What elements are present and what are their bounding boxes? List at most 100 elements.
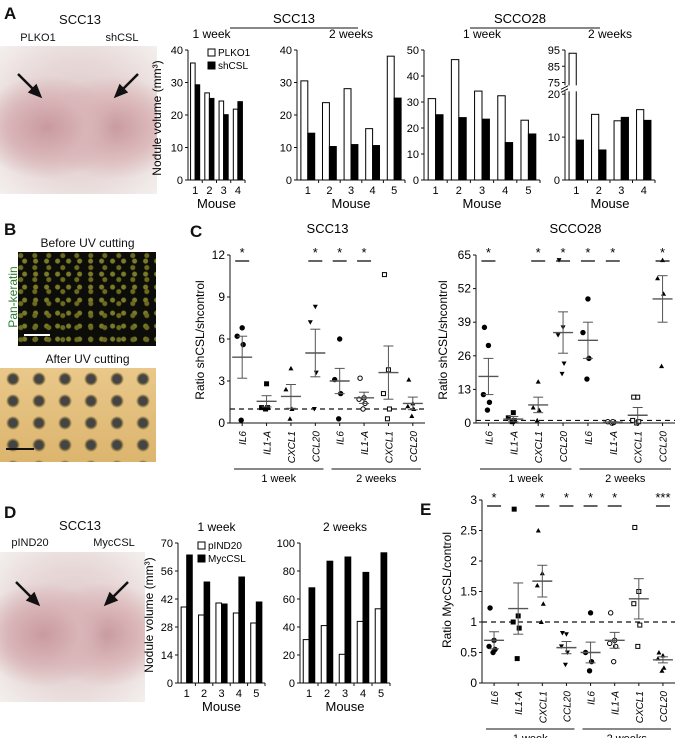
data-point xyxy=(540,601,546,606)
photo-a-title: SCC13 xyxy=(59,12,101,27)
significance-star: * xyxy=(486,245,491,260)
data-point xyxy=(535,528,541,533)
group-title-scco28: SCCO28 xyxy=(494,11,546,26)
pan-keratin-image xyxy=(18,252,156,346)
scale-bar xyxy=(6,448,34,450)
x-tick-label: IL1-A xyxy=(263,431,274,455)
y-tick-label: 30 xyxy=(171,78,183,90)
mouse-photo-d xyxy=(0,552,145,702)
y-tick-label: 20 xyxy=(280,110,292,122)
y-tick-label: 30 xyxy=(407,97,419,109)
x-tick-label: 3 xyxy=(218,688,224,700)
bar-treatment xyxy=(186,554,193,684)
x-tick-label: CCL20 xyxy=(562,691,573,723)
legend-label: MycCSL xyxy=(208,554,246,565)
bar-treatment xyxy=(255,601,263,684)
x-tick-label: CXCL1 xyxy=(287,431,298,463)
y-tick-label: 0 xyxy=(289,678,295,690)
data-point xyxy=(336,336,343,342)
panel-label-c: C xyxy=(190,222,203,241)
bar-treatment xyxy=(598,149,607,181)
data-point xyxy=(380,391,386,397)
bar-treatment xyxy=(238,576,245,684)
data-point xyxy=(637,622,643,628)
data-point xyxy=(635,643,641,649)
data-point xyxy=(587,610,594,616)
x-tick-label: 5 xyxy=(378,688,384,700)
data-point xyxy=(536,407,542,413)
y-tick-label: 20 xyxy=(171,110,183,122)
x-tick-label: 2 xyxy=(596,185,602,197)
bar-control xyxy=(250,622,257,684)
y-axis-label: Ratio shCSL/shcontrol xyxy=(193,280,207,399)
data-point xyxy=(405,403,411,409)
data-point xyxy=(558,644,564,649)
data-point xyxy=(259,405,265,411)
y-tick-label: 30 xyxy=(280,78,292,90)
x-tick-label: 4 xyxy=(360,688,366,700)
photo-d-title: SCC13 xyxy=(59,518,101,533)
data-point xyxy=(559,371,565,377)
data-point xyxy=(661,665,667,670)
bar-control xyxy=(356,620,364,684)
y-tick-label: 28 xyxy=(161,622,173,634)
x-tick-label: CXCL1 xyxy=(384,431,395,463)
data-point xyxy=(409,413,415,418)
x-tick-label: CCL20 xyxy=(311,431,322,463)
data-point xyxy=(238,417,244,423)
data-point xyxy=(555,333,561,338)
bar-control xyxy=(497,95,506,181)
x-tick-label: CCL20 xyxy=(559,431,570,463)
legend-swatch xyxy=(197,541,206,550)
data-point xyxy=(486,399,493,406)
data-point xyxy=(381,272,387,278)
x-axis-label: Mouse xyxy=(202,699,241,714)
bar-control xyxy=(180,606,188,684)
y-tick-label: 10 xyxy=(548,132,560,144)
y-tick-label: 40 xyxy=(280,45,292,57)
bar-control xyxy=(365,128,374,181)
bar-control xyxy=(215,602,223,684)
before-uv-caption: Before UV cutting xyxy=(40,236,135,250)
legend-label: pIND20 xyxy=(208,541,242,552)
y-tick-label: 20 xyxy=(407,123,419,135)
bar-control xyxy=(591,113,600,181)
significance-star: * xyxy=(588,490,593,505)
y-axis-label: Ratio shCSL/shcontrol xyxy=(436,280,450,399)
data-point xyxy=(561,361,567,367)
bar-control xyxy=(520,119,529,181)
bar-control xyxy=(474,90,483,181)
x-tick-label: IL1-A xyxy=(611,691,622,715)
x-tick-label: IL6 xyxy=(490,691,501,705)
data-point xyxy=(585,296,591,302)
y-tick-label: 1 xyxy=(470,615,477,629)
x-tick-label: 3 xyxy=(479,185,485,197)
panel-label-e: E xyxy=(420,500,432,519)
data-point xyxy=(485,342,492,349)
photo-d-right-label: MycCSL xyxy=(93,537,135,549)
group-label: 2 weeks xyxy=(607,733,648,738)
x-tick-label: 2 xyxy=(201,688,207,700)
legend-swatch xyxy=(207,48,216,57)
data-point xyxy=(636,419,642,425)
significance-star: * xyxy=(564,490,569,505)
x-axis-label: Mouse xyxy=(325,699,364,714)
arrow-icons xyxy=(15,581,129,607)
y-tick-label: 40 xyxy=(283,622,295,634)
bar-control xyxy=(343,88,352,181)
y-tick-label: 42 xyxy=(161,594,173,606)
y-tick-label: 75 xyxy=(548,78,560,90)
bar-control xyxy=(198,614,205,684)
bar-treatment xyxy=(307,132,316,181)
data-point xyxy=(516,625,522,631)
data-point xyxy=(335,416,342,422)
legend-swatch xyxy=(197,554,206,563)
x-tick-label: 1 xyxy=(192,185,198,197)
bar-treatment xyxy=(643,119,652,181)
x-tick-label: CXCL1 xyxy=(634,431,645,463)
significance-star: * xyxy=(540,490,545,505)
data-point xyxy=(386,406,392,412)
photo-a-left-label: PLKO1 xyxy=(20,32,56,44)
bar-treatment xyxy=(344,556,352,684)
